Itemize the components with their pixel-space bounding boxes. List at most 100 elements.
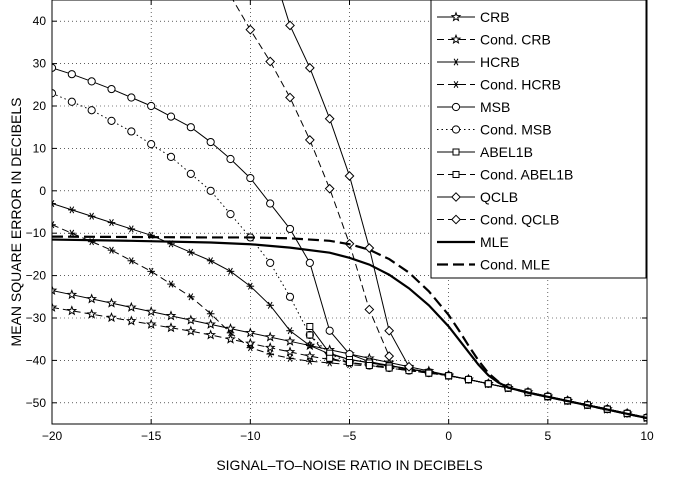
point-marker-circle [266, 199, 275, 208]
point-marker-circle [285, 224, 295, 234]
x-tick-label: −10 [240, 429, 261, 443]
series-line-cond-qclb [232, 0, 390, 357]
y-tick-label: 0 [39, 184, 46, 198]
point-marker-circle [206, 137, 215, 147]
point-marker-star [450, 33, 462, 45]
point-marker-square [452, 171, 460, 178]
legend-item-msb: MSB [437, 99, 510, 115]
legend-item-crb: CRB [437, 9, 510, 25]
point-marker-circle [127, 93, 136, 102]
point-marker-asterisk [127, 257, 136, 265]
series-line-qclb [281, 0, 410, 368]
point-marker-square [365, 361, 373, 369]
point-marker-asterisk [107, 219, 116, 227]
point-marker-star [245, 327, 256, 338]
point-marker-diamond [384, 325, 395, 336]
point-marker-asterisk [127, 225, 136, 233]
point-marker-asterisk [206, 310, 215, 318]
point-marker-circle [226, 210, 235, 219]
point-marker-circle [87, 77, 96, 86]
series-qclb [281, 0, 414, 372]
point-marker-circle [87, 106, 96, 115]
point-marker-diamond [304, 62, 315, 73]
x-tick-label: 0 [445, 429, 452, 443]
point-marker-asterisk [206, 257, 215, 265]
point-marker-star [284, 346, 296, 357]
point-marker-asterisk [266, 350, 274, 358]
legend-item-cond-msb: Cond. MSB [437, 122, 552, 138]
legend-label: Cond. ABEL1B [480, 167, 573, 183]
point-marker-asterisk [87, 212, 96, 220]
point-marker-star [450, 11, 462, 22]
point-marker-asterisk [52, 221, 56, 229]
legend-item-mle: MLE [437, 234, 509, 250]
legend-label: Cond. HCRB [480, 77, 561, 93]
legend-item-qclb: QCLB [437, 189, 518, 205]
y-tick-label: −30 [26, 311, 47, 325]
y-tick-label: −20 [26, 269, 47, 283]
y-tick-label: 20 [33, 99, 47, 113]
legend-item-cond-abel1b: Cond. ABEL1B [437, 167, 573, 183]
point-marker-square [385, 364, 393, 372]
x-tick-label: −15 [141, 429, 162, 443]
legend: CRB Cond. CRB HCRB Cond. HCRB MSB Cond. MSB AB… [430, 0, 647, 279]
point-marker-asterisk [68, 206, 76, 214]
point-marker-star [126, 301, 137, 312]
point-marker-asterisk [306, 342, 314, 350]
x-tick-label: −5 [343, 429, 357, 443]
point-marker-star [52, 284, 58, 295]
y-tick-label: −40 [26, 353, 47, 367]
point-marker-circle [186, 123, 195, 132]
point-marker-star [264, 331, 276, 342]
legend-label: MSB [480, 99, 510, 115]
point-marker-star [284, 335, 296, 346]
x-tick-label: 5 [544, 429, 551, 443]
point-marker-asterisk [226, 267, 235, 275]
x-axis-label: SIGNAL–TO–NOISE RATIO IN DECIBELS [216, 457, 482, 473]
legend-label: Cond. MSB [480, 122, 552, 138]
point-marker-asterisk [107, 246, 116, 254]
point-marker-star [304, 350, 316, 361]
x-tick-label: −20 [42, 429, 63, 443]
point-marker-diamond [285, 20, 295, 31]
x-tick-label: 10 [640, 429, 654, 443]
point-marker-star [86, 308, 97, 319]
point-marker-star [225, 323, 236, 334]
point-marker-circle [67, 97, 76, 106]
point-marker-star [145, 318, 157, 329]
point-marker-circle [451, 102, 461, 112]
point-marker-diamond [324, 183, 335, 194]
y-tick-label: 10 [33, 141, 47, 155]
point-marker-star [185, 314, 197, 325]
point-marker-circle [127, 127, 136, 136]
legend-label: Cond. MLE [480, 257, 550, 273]
point-marker-star [185, 325, 197, 336]
point-marker-diamond [285, 92, 295, 103]
y-tick-label: −10 [26, 226, 47, 240]
point-marker-star [165, 322, 177, 333]
point-marker-circle [305, 258, 314, 267]
point-marker-asterisk [246, 282, 255, 290]
point-marker-asterisk [286, 354, 294, 362]
point-marker-square [306, 322, 314, 330]
point-marker-asterisk [452, 58, 460, 66]
legend-item-cond-mle: Cond. MLE [437, 257, 550, 273]
point-marker-diamond [344, 171, 355, 181]
point-marker-circle [147, 101, 156, 111]
point-marker-star [106, 297, 117, 308]
point-marker-diamond [384, 351, 395, 362]
point-marker-star [126, 315, 137, 326]
point-marker-star [66, 305, 78, 316]
legend-item-hcrb: HCRB [437, 54, 520, 70]
legend-item-abel1b: ABEL1B [437, 144, 533, 160]
legend-item-cond-crb: Cond. CRB [437, 32, 551, 48]
y-tick-label: 30 [33, 57, 47, 71]
point-marker-star [245, 337, 256, 348]
point-marker-diamond [364, 304, 375, 315]
point-marker-square [306, 331, 314, 339]
legend-item-cond-qclb: Cond. QCLB [437, 212, 559, 228]
y-axis-label: MEAN SQUARE ERROR IN DECIBELS [8, 98, 24, 347]
point-marker-square [445, 372, 453, 380]
point-marker-star [86, 293, 97, 304]
